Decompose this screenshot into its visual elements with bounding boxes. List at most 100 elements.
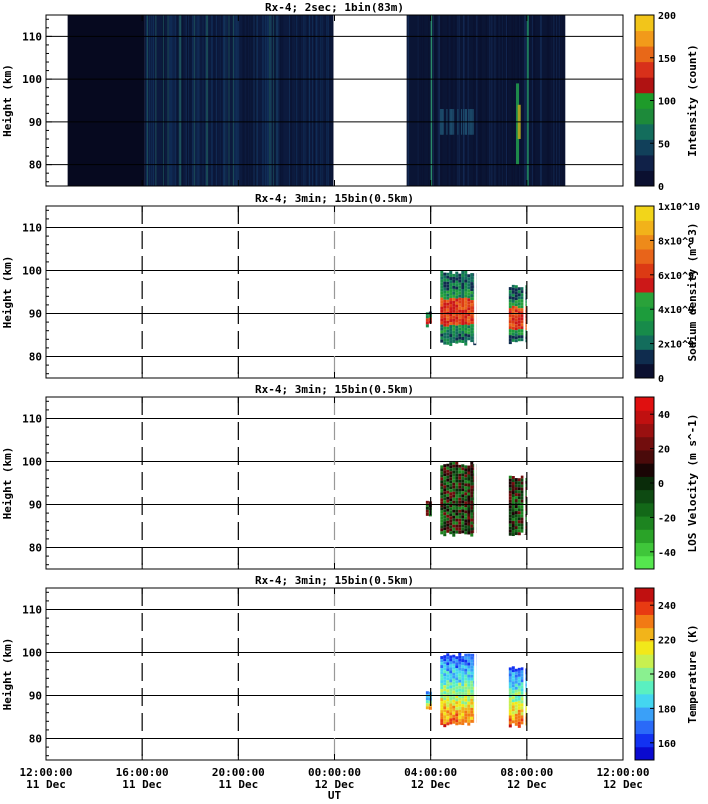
data-cell xyxy=(443,497,447,501)
data-cell xyxy=(464,686,468,690)
data-streak xyxy=(533,15,535,186)
data-cell xyxy=(514,517,518,521)
data-cell xyxy=(449,486,453,490)
data-cell xyxy=(514,722,518,726)
data-cell xyxy=(464,315,468,319)
data-streak xyxy=(274,15,276,186)
data-cell xyxy=(425,315,429,319)
data-cell xyxy=(461,324,465,328)
colorbar-swatch xyxy=(635,746,654,761)
colorbar-label: LOS Velocity (m s^-1) xyxy=(686,413,699,552)
data-cell xyxy=(458,333,462,337)
data-cell xyxy=(464,336,468,340)
data-cell xyxy=(467,716,471,720)
y-tick-label: 100 xyxy=(22,647,42,660)
data-streak xyxy=(288,15,290,186)
data-cell xyxy=(446,475,450,479)
data-cell xyxy=(449,471,453,475)
data-block xyxy=(440,270,477,347)
data-streak xyxy=(299,15,301,186)
data-cell xyxy=(470,689,474,693)
data-cell xyxy=(470,291,474,295)
data-cell xyxy=(455,316,459,320)
data-cell xyxy=(458,694,462,698)
data-cell xyxy=(514,502,518,506)
data-cell xyxy=(520,682,524,686)
data-cell xyxy=(517,290,521,294)
data-cell xyxy=(464,471,468,475)
data-cell xyxy=(514,327,518,331)
colorbar-tick-label: 160 xyxy=(658,739,676,750)
data-streak xyxy=(473,15,475,186)
data-cell xyxy=(440,339,444,343)
data-span xyxy=(67,15,145,186)
data-cell xyxy=(511,479,515,483)
data-streak xyxy=(216,15,218,186)
data-cell xyxy=(446,332,450,336)
data-cell xyxy=(508,532,512,536)
data-cell xyxy=(455,674,459,678)
data-cell xyxy=(452,705,456,709)
data-cell xyxy=(508,706,512,710)
colorbar-swatch xyxy=(635,463,654,477)
data-streak xyxy=(501,15,503,186)
data-streak xyxy=(463,15,465,186)
colorbar-swatch xyxy=(635,693,654,708)
colorbar-swatch xyxy=(635,627,654,642)
data-cell xyxy=(446,511,450,515)
y-tick-label: 90 xyxy=(29,308,42,321)
data-cell xyxy=(470,315,474,319)
data-cell xyxy=(440,677,444,681)
data-cell xyxy=(514,523,518,527)
data-cell xyxy=(511,512,515,516)
data-cell xyxy=(520,511,524,515)
data-cell xyxy=(452,503,456,507)
data-cell xyxy=(508,335,512,339)
data-cell xyxy=(458,279,462,283)
data-streak xyxy=(507,15,509,186)
data-cell xyxy=(449,709,453,713)
data-cell xyxy=(511,287,515,291)
data-cell xyxy=(467,468,471,472)
data-cell xyxy=(452,336,456,340)
colorbar-swatch xyxy=(635,108,654,125)
y-tick-label: 80 xyxy=(29,351,42,364)
data-cell xyxy=(514,532,518,536)
data-cell xyxy=(470,713,474,717)
x-tick-time: 20:00:00 xyxy=(212,766,265,779)
data-cell xyxy=(464,516,468,520)
data-streak xyxy=(480,15,482,186)
data-cell xyxy=(517,667,521,671)
data-cell xyxy=(440,656,444,660)
data-cell xyxy=(449,682,453,686)
data-cell xyxy=(443,479,447,483)
data-cell xyxy=(446,290,450,294)
data-streak xyxy=(562,15,564,186)
data-cell xyxy=(467,328,471,332)
data-cell xyxy=(514,315,518,319)
data-cell xyxy=(458,503,462,507)
data-block xyxy=(508,474,527,537)
data-cell xyxy=(452,687,456,691)
data-streak xyxy=(171,15,173,186)
data-cell xyxy=(470,285,474,289)
data-cell xyxy=(470,309,474,313)
bright-layer xyxy=(516,83,520,165)
data-cell xyxy=(461,716,465,720)
data-cell xyxy=(508,514,512,518)
data-cell xyxy=(464,680,468,684)
data-cell xyxy=(464,312,468,316)
data-cell xyxy=(449,477,453,481)
x-tick-date: 12 Dec xyxy=(411,778,451,791)
data-cell xyxy=(452,521,456,525)
data-cell xyxy=(517,490,521,494)
data-cell xyxy=(508,520,512,524)
data-streak xyxy=(539,15,541,186)
data-cell xyxy=(467,298,471,302)
data-cell xyxy=(520,487,524,491)
data-cell xyxy=(461,659,465,663)
bright-streak xyxy=(526,15,529,186)
data-cell xyxy=(443,332,447,336)
data-cell xyxy=(511,702,515,706)
data-streak xyxy=(161,15,163,186)
